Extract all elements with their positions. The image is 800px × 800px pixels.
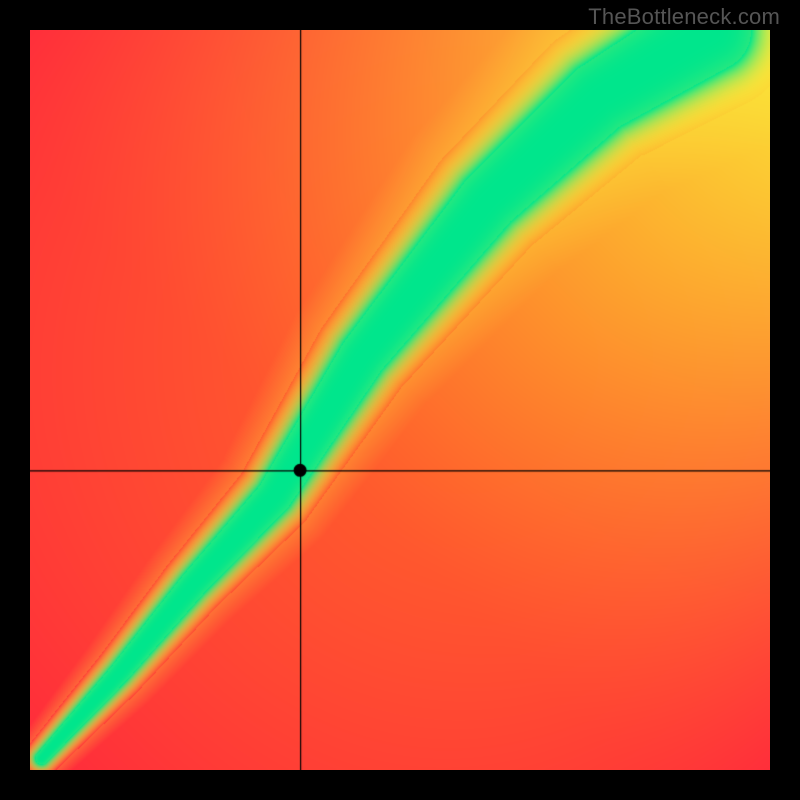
chart-container: TheBottleneck.com	[0, 0, 800, 800]
plot-area	[30, 30, 770, 770]
heatmap-canvas	[30, 30, 770, 770]
watermark-label: TheBottleneck.com	[588, 4, 780, 30]
